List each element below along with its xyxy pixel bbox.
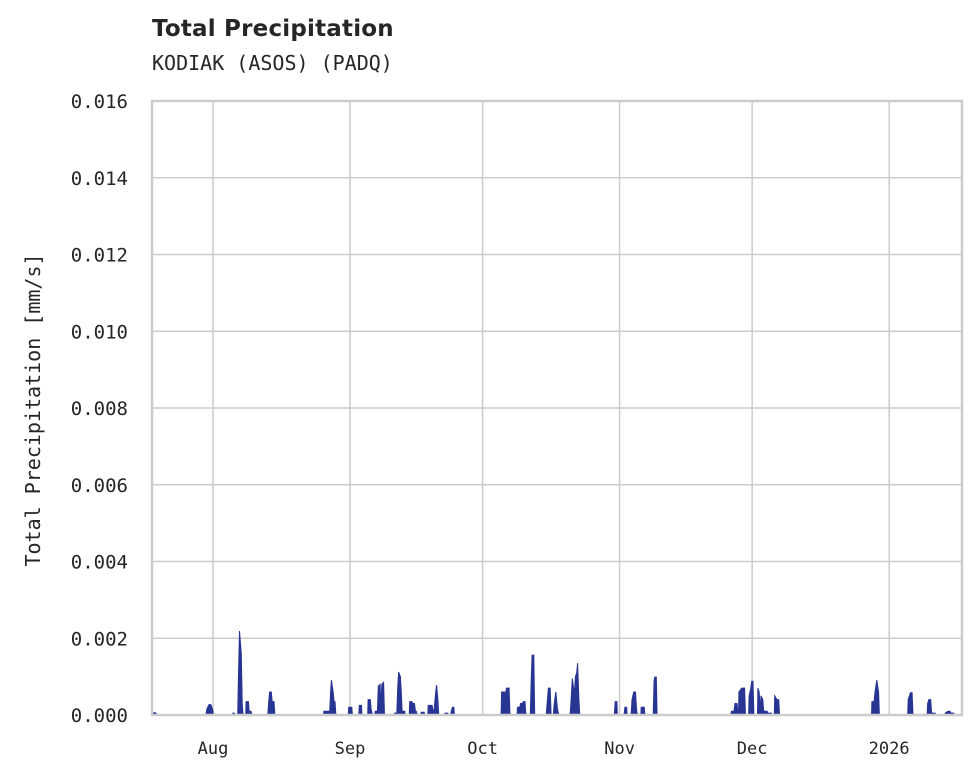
y-tick-label: 0.008 <box>71 398 128 420</box>
x-tick-label: 2026 <box>869 739 910 759</box>
plot-frame <box>150 99 964 717</box>
y-tick-label: 0.014 <box>71 168 128 190</box>
x-axis-ticks: Aug Sep Oct Nov Dec 2026 <box>198 739 910 759</box>
y-tick-label: 0.010 <box>71 321 128 343</box>
x-tick-label: Aug <box>198 739 229 759</box>
precipitation-series <box>152 630 956 716</box>
x-tick-label: Nov <box>604 739 635 759</box>
y-tick-label: 0.000 <box>71 705 128 727</box>
chart-title: Total Precipitation <box>152 16 394 42</box>
y-tick-label: 0.012 <box>71 245 128 267</box>
y-tick-label: 0.002 <box>71 628 128 650</box>
x-tick-label: Sep <box>335 739 366 759</box>
x-tick-label: Dec <box>737 739 768 759</box>
y-tick-label: 0.004 <box>71 552 128 574</box>
y-axis-ticks: 0.000 0.002 0.004 0.006 0.008 0.010 0.012 0.014… <box>71 91 128 727</box>
y-tick-label: 0.006 <box>71 475 128 497</box>
chart-subtitle: KODIAK (ASOS) (PADQ) <box>152 51 393 75</box>
gridlines <box>152 100 962 716</box>
x-tick-label: Oct <box>467 739 498 759</box>
y-tick-label: 0.016 <box>71 91 128 113</box>
